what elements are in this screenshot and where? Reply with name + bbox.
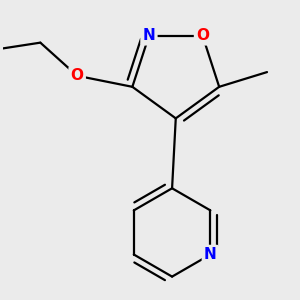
Text: O: O <box>196 28 209 43</box>
Text: O: O <box>71 68 84 83</box>
Text: N: N <box>142 28 155 43</box>
Text: N: N <box>204 247 217 262</box>
